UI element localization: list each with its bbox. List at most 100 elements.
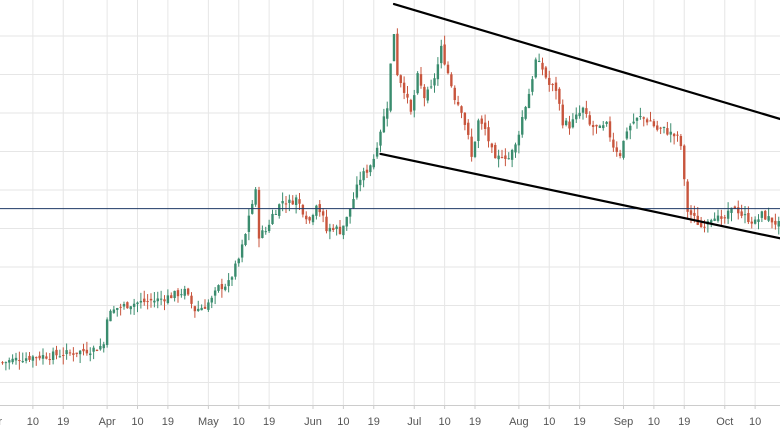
candle-body bbox=[743, 214, 747, 216]
candle-body bbox=[568, 121, 571, 129]
candle bbox=[35, 356, 38, 366]
x-tick-label: 10 bbox=[648, 416, 660, 428]
candle-body bbox=[163, 299, 166, 302]
candle-body bbox=[399, 75, 402, 83]
x-tick-label: Jun bbox=[304, 416, 322, 428]
candle-body bbox=[11, 358, 14, 363]
x-tick-label: 10 bbox=[337, 416, 349, 428]
candle-body bbox=[774, 220, 777, 225]
candle bbox=[352, 192, 355, 209]
candle bbox=[656, 120, 659, 132]
candle bbox=[463, 112, 467, 131]
candle bbox=[696, 207, 699, 226]
candle-body bbox=[720, 216, 723, 219]
candle bbox=[645, 117, 649, 126]
candle bbox=[497, 149, 500, 168]
candle-body bbox=[521, 117, 524, 135]
candle bbox=[612, 132, 615, 152]
candle bbox=[355, 176, 359, 200]
candle bbox=[180, 288, 183, 298]
candle bbox=[382, 108, 386, 134]
candle-body bbox=[369, 165, 372, 173]
candle bbox=[8, 357, 11, 370]
candle bbox=[342, 225, 345, 240]
candle-body bbox=[95, 349, 99, 351]
x-tick-label: Apr bbox=[99, 416, 116, 428]
x-tick-label: 19 bbox=[574, 416, 586, 428]
candle bbox=[524, 105, 527, 121]
candle-body bbox=[406, 93, 409, 98]
candle-body bbox=[332, 227, 335, 230]
candle bbox=[676, 131, 679, 142]
candle bbox=[109, 309, 112, 322]
candle bbox=[500, 149, 504, 159]
candle bbox=[595, 124, 598, 134]
candle bbox=[119, 303, 122, 316]
candle-body bbox=[726, 210, 730, 219]
candle-body bbox=[92, 347, 95, 352]
candle bbox=[166, 289, 170, 305]
x-tick-label: 10 bbox=[439, 416, 451, 428]
candle-body bbox=[298, 199, 301, 204]
candle-body bbox=[656, 125, 659, 130]
candle-body bbox=[352, 199, 355, 209]
candle-body bbox=[180, 294, 183, 296]
candle-body bbox=[777, 221, 780, 227]
candle bbox=[102, 341, 105, 353]
candle bbox=[237, 257, 240, 267]
candle-body bbox=[203, 306, 207, 309]
candle bbox=[568, 115, 571, 135]
candle-body bbox=[629, 125, 632, 131]
candle bbox=[294, 194, 298, 214]
candle bbox=[338, 220, 342, 235]
candle-body bbox=[514, 144, 517, 153]
candle-body bbox=[625, 131, 629, 139]
candle-body bbox=[689, 210, 693, 215]
candle bbox=[274, 209, 278, 215]
candle-body bbox=[551, 84, 554, 86]
candle bbox=[51, 347, 55, 365]
candle-body bbox=[585, 108, 588, 115]
candle-body bbox=[500, 157, 504, 159]
candle-body bbox=[129, 306, 132, 310]
candle bbox=[396, 28, 399, 77]
candle-body bbox=[132, 303, 136, 307]
candle-body bbox=[112, 309, 116, 313]
candle bbox=[21, 352, 24, 364]
candle bbox=[473, 141, 477, 159]
candle-body bbox=[294, 197, 298, 205]
candle bbox=[183, 285, 186, 300]
candle bbox=[402, 76, 406, 100]
candle bbox=[301, 203, 305, 218]
candle bbox=[399, 74, 402, 88]
candle bbox=[207, 299, 210, 312]
candle bbox=[713, 212, 716, 222]
candle-body bbox=[605, 121, 608, 124]
candle bbox=[122, 301, 126, 310]
candle bbox=[332, 224, 335, 232]
candle-body bbox=[598, 125, 602, 128]
candle bbox=[483, 114, 487, 136]
candle-body bbox=[65, 350, 68, 355]
candle-body bbox=[99, 345, 102, 350]
candle-body bbox=[760, 211, 764, 218]
x-tick-label: Oct bbox=[716, 416, 733, 428]
candle-body bbox=[672, 133, 676, 137]
candle bbox=[419, 67, 423, 89]
candle-body bbox=[450, 74, 453, 87]
candle-body bbox=[139, 300, 143, 303]
candle bbox=[531, 75, 534, 96]
candle-body bbox=[217, 285, 220, 291]
candle-body bbox=[261, 230, 264, 238]
candle-body bbox=[284, 203, 288, 205]
x-tick-label: r bbox=[0, 416, 2, 428]
candle bbox=[257, 186, 261, 248]
x-tick-label: 19 bbox=[678, 416, 690, 428]
candle-body bbox=[288, 199, 291, 203]
candle bbox=[456, 95, 460, 107]
candle-body bbox=[666, 128, 669, 135]
candle bbox=[308, 216, 311, 224]
candle bbox=[328, 223, 332, 240]
candle bbox=[649, 111, 652, 122]
candle bbox=[477, 118, 480, 149]
